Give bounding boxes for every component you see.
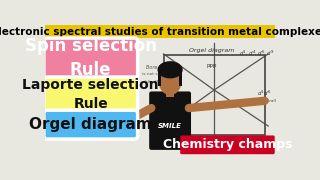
Text: Laporte selection
Rule: Laporte selection Rule <box>22 78 159 111</box>
FancyBboxPatch shape <box>44 25 276 155</box>
FancyBboxPatch shape <box>44 110 138 139</box>
FancyBboxPatch shape <box>44 38 138 78</box>
Text: delta/ $T_g$: delta/ $T_g$ <box>142 78 163 87</box>
Text: Electronic spectral studies of transition metal complexes: Electronic spectral studies of transitio… <box>0 27 320 37</box>
Text: $d^1d^6$: $d^1d^6$ <box>257 89 272 98</box>
Text: is not seen in the: is not seen in the <box>142 72 180 76</box>
Text: Orgel diagram: Orgel diagram <box>189 48 234 53</box>
Ellipse shape <box>159 68 181 94</box>
Text: ppp: ppp <box>207 63 217 68</box>
Text: Bore intensity: Bore intensity <box>146 65 180 70</box>
FancyBboxPatch shape <box>179 68 182 86</box>
Text: $d^1, d^4, d^6, d^9$: $d^1, d^4, d^6, d^9$ <box>239 48 275 57</box>
Text: Spin selection
Rule: Spin selection Rule <box>25 37 157 79</box>
FancyBboxPatch shape <box>44 77 138 112</box>
Text: Orgel diagram: Orgel diagram <box>29 117 152 132</box>
FancyBboxPatch shape <box>158 68 162 86</box>
FancyBboxPatch shape <box>44 25 276 38</box>
Text: (octahedral): (octahedral) <box>252 99 277 103</box>
FancyBboxPatch shape <box>149 91 191 150</box>
FancyBboxPatch shape <box>180 136 275 154</box>
Ellipse shape <box>158 62 182 78</box>
FancyBboxPatch shape <box>166 89 174 97</box>
Text: SMILE: SMILE <box>158 123 182 129</box>
Text: Chemistry champs: Chemistry champs <box>163 138 292 151</box>
